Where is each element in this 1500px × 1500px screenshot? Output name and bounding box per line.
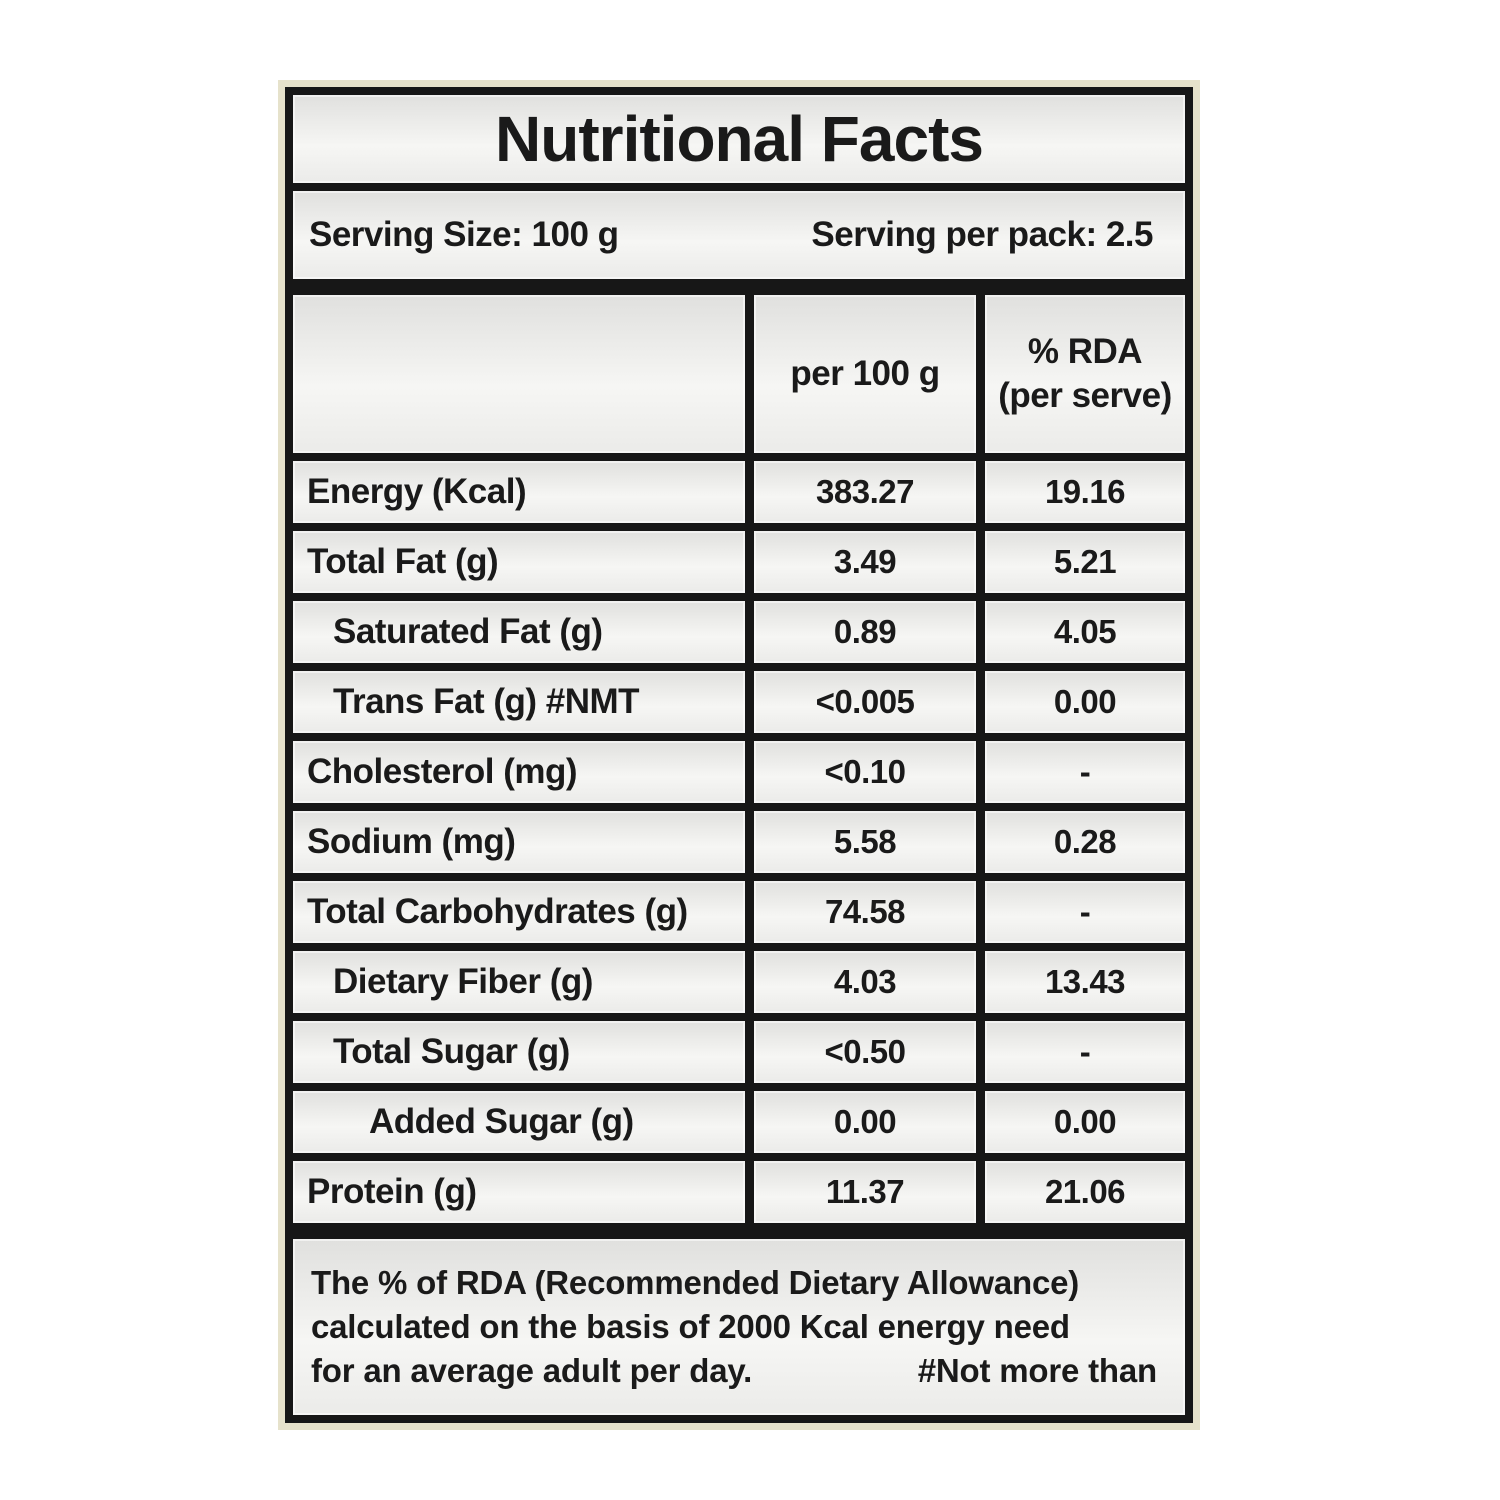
rda-value: 21.06 [985,1161,1185,1223]
rda-value: 5.21 [985,531,1185,593]
nutrition-label: Nutritional Facts Serving Size: 100 g Se… [285,87,1193,1423]
per-100g-value: <0.10 [754,741,976,803]
rda-value: - [985,1021,1185,1083]
footnote-line3: for an average adult per day. #Not more … [311,1349,1157,1393]
table-row: Added Sugar (g) 0.00 0.00 [293,1091,1185,1153]
per-100g-value: <0.005 [754,671,976,733]
rda-value: 13.43 [985,951,1185,1013]
rda-value: 0.00 [985,671,1185,733]
nutrient-name-cell: Sodium (mg) [293,811,745,873]
per-100g-value: <0.50 [754,1021,976,1083]
per-100g-value: 0.89 [754,601,976,663]
table-row: Cholesterol (mg) <0.10 - [293,741,1185,803]
nutrient-name-cell: Trans Fat (g) #NMT [293,671,745,733]
footnote-line1: The % of RDA (Recommended Dietary Allowa… [311,1263,1080,1301]
table-row: Dietary Fiber (g) 4.03 13.43 [293,951,1185,1013]
footnote-nmt-note: #Not more than [917,1352,1157,1390]
nutrient-name-cell: Protein (g) [293,1161,745,1223]
table-row: Sodium (mg) 5.58 0.28 [293,811,1185,873]
rda-value: - [985,881,1185,943]
nutrient-name-cell: Saturated Fat (g) [293,601,745,663]
serving-per-pack: Serving per pack: 2.5 [811,215,1153,254]
nutrition-label-frame: Nutritional Facts Serving Size: 100 g Se… [278,80,1200,1430]
rda-value: 0.00 [985,1091,1185,1153]
table-row: Energy (Kcal) 383.27 19.16 [293,461,1185,523]
table-header-row: per 100 g % RDA (per serve) [293,295,1185,453]
nutrient-name-cell: Total Carbohydrates (g) [293,881,745,943]
nutrient-header-cell [293,295,745,453]
rda-header-line2: (per serve) [998,376,1172,415]
per-100g-value: 11.37 [754,1161,976,1223]
rda-value: 19.16 [985,461,1185,523]
per-100g-value: 4.03 [754,951,976,1013]
nutrient-name-cell: Dietary Fiber (g) [293,951,745,1013]
table-row: Total Carbohydrates (g) 74.58 - [293,881,1185,943]
table-row: Total Sugar (g) <0.50 - [293,1021,1185,1083]
label-title: Nutritional Facts [495,103,984,175]
per-100g-value: 74.58 [754,881,976,943]
nutrient-name-cell: Total Sugar (g) [293,1021,745,1083]
rda-value: 4.05 [985,601,1185,663]
rda-header-line1: % RDA [1027,332,1143,372]
table-row: Saturated Fat (g) 0.89 4.05 [293,601,1185,663]
table-row: Total Fat (g) 3.49 5.21 [293,531,1185,593]
nutrient-name-cell: Energy (Kcal) [293,461,745,523]
footnote-line3-text: for an average adult per day. [311,1352,753,1390]
per-100g-value: 383.27 [754,461,976,523]
per-100g-value: 0.00 [754,1091,976,1153]
footnote-line2: calculated on the basis of 2000 Kcal ene… [311,1307,1070,1345]
rda-header-cell: % RDA (per serve) [985,295,1185,453]
serving-info-row: Serving Size: 100 g Serving per pack: 2.… [293,191,1185,279]
nutrient-name-cell: Added Sugar (g) [293,1091,745,1153]
per-100g-header-cell: per 100 g [754,295,976,453]
rda-value: - [985,741,1185,803]
table-row: Trans Fat (g) #NMT <0.005 0.00 [293,671,1185,733]
label-title-row: Nutritional Facts [293,95,1185,183]
per-100g-value: 5.58 [754,811,976,873]
serving-size: Serving Size: 100 g [309,215,619,254]
rda-value: 0.28 [985,811,1185,873]
rda-footnote: The % of RDA (Recommended Dietary Allowa… [293,1239,1185,1415]
nutrient-name-cell: Total Fat (g) [293,531,745,593]
table-row: Protein (g) 11.37 21.06 [293,1161,1185,1223]
nutrient-name-cell: Cholesterol (mg) [293,741,745,803]
per-100g-value: 3.49 [754,531,976,593]
